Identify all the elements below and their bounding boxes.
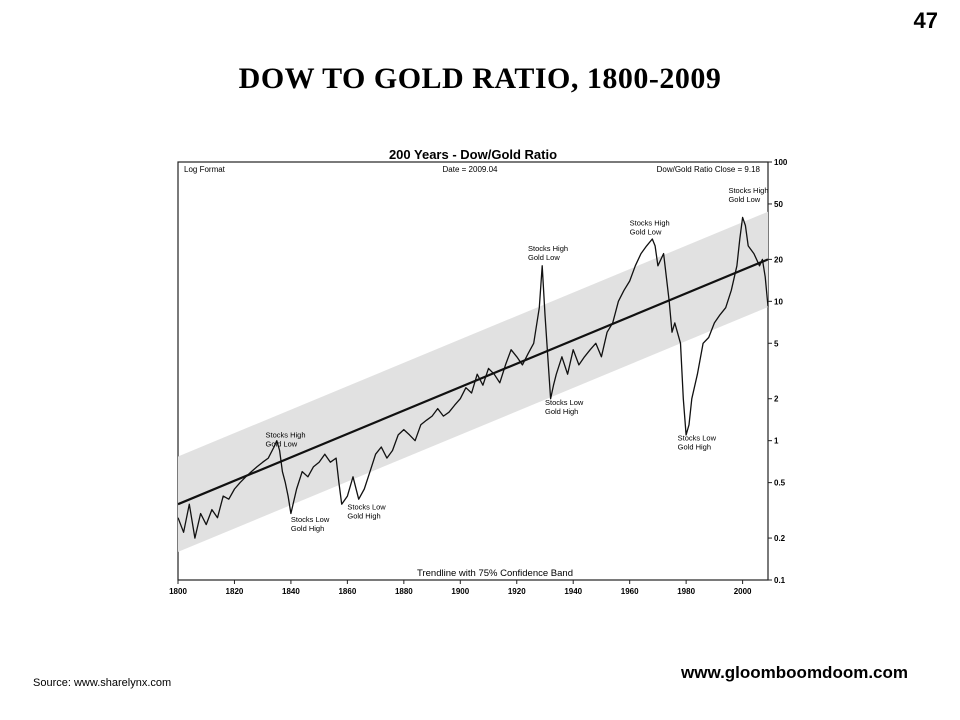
y-tick-label: 20 <box>774 255 783 264</box>
chart-container: 100 50 20 10 5 2 1 0.5 0.2 0.1 1800 1820 1840 1860 18… <box>160 145 805 610</box>
y-tick-label: 1 <box>774 437 779 446</box>
x-tick-label: 1940 <box>564 587 582 596</box>
y-tick-label: 0.1 <box>774 576 786 585</box>
band-label: Trendline with 75% Confidence Band <box>417 568 573 579</box>
annotation-line: Stocks Low <box>545 398 584 407</box>
close-label: Dow/Gold Ratio Close = 9.18 <box>657 165 761 174</box>
y-tick-label: 10 <box>774 297 783 306</box>
annotation-line: Gold Low <box>630 228 662 237</box>
annotation-line: Stocks High <box>528 244 568 253</box>
date-label: Date = 2009.04 <box>443 165 498 174</box>
y-tick-label: 100 <box>774 158 788 167</box>
y-tick-label: 0.2 <box>774 534 786 543</box>
x-tick-label: 1960 <box>621 587 639 596</box>
annotation-line: Gold High <box>545 407 578 416</box>
annotation-line: Gold Low <box>728 195 760 204</box>
y-tick-label: 0.5 <box>774 479 786 488</box>
website-url: www.gloomboomdoom.com <box>681 663 908 682</box>
x-tick-label: 1880 <box>395 587 413 596</box>
source-credit: Source: www.sharelynx.com <box>33 677 172 689</box>
annotation-line: Stocks Low <box>347 503 386 512</box>
x-tick-label: 1820 <box>226 587 244 596</box>
dow-gold-chart: 100 50 20 10 5 2 1 0.5 0.2 0.1 1800 1820 1840 1860 18… <box>160 145 805 610</box>
annotation-line: Gold High <box>678 443 711 452</box>
annotation-line: Gold Low <box>266 440 298 449</box>
annotation-line: Gold High <box>291 524 324 533</box>
x-tick-label: 1840 <box>282 587 300 596</box>
x-tick-label: 1800 <box>169 587 187 596</box>
annotation-line: Stocks Low <box>291 515 330 524</box>
chart-title: 200 Years - Dow/Gold Ratio <box>389 147 557 162</box>
x-tick-label: 1980 <box>677 587 695 596</box>
x-tick-label: 1860 <box>338 587 356 596</box>
slide-number: 47 <box>913 8 938 33</box>
series-line-dow-gold <box>177 216 769 539</box>
x-tick-label: 2000 <box>734 587 752 596</box>
y-tick-label: 5 <box>774 339 779 348</box>
annotation-line: Stocks High <box>728 186 768 195</box>
y-tick-label: 50 <box>774 200 783 209</box>
y-tick-label: 2 <box>774 395 779 404</box>
annotation-line: Stocks Low <box>678 434 717 443</box>
x-tick-label: 1920 <box>508 587 526 596</box>
annotation-line: Gold Low <box>528 253 560 262</box>
annotation-line: Stocks High <box>630 219 670 228</box>
annotation-line: Stocks High <box>266 431 306 440</box>
slide-title: DOW TO GOLD RATIO, 1800-2009 <box>238 62 722 95</box>
log-format-label: Log Format <box>184 165 226 174</box>
x-tick-label: 1900 <box>451 587 469 596</box>
annotation-line: Gold High <box>347 512 380 521</box>
